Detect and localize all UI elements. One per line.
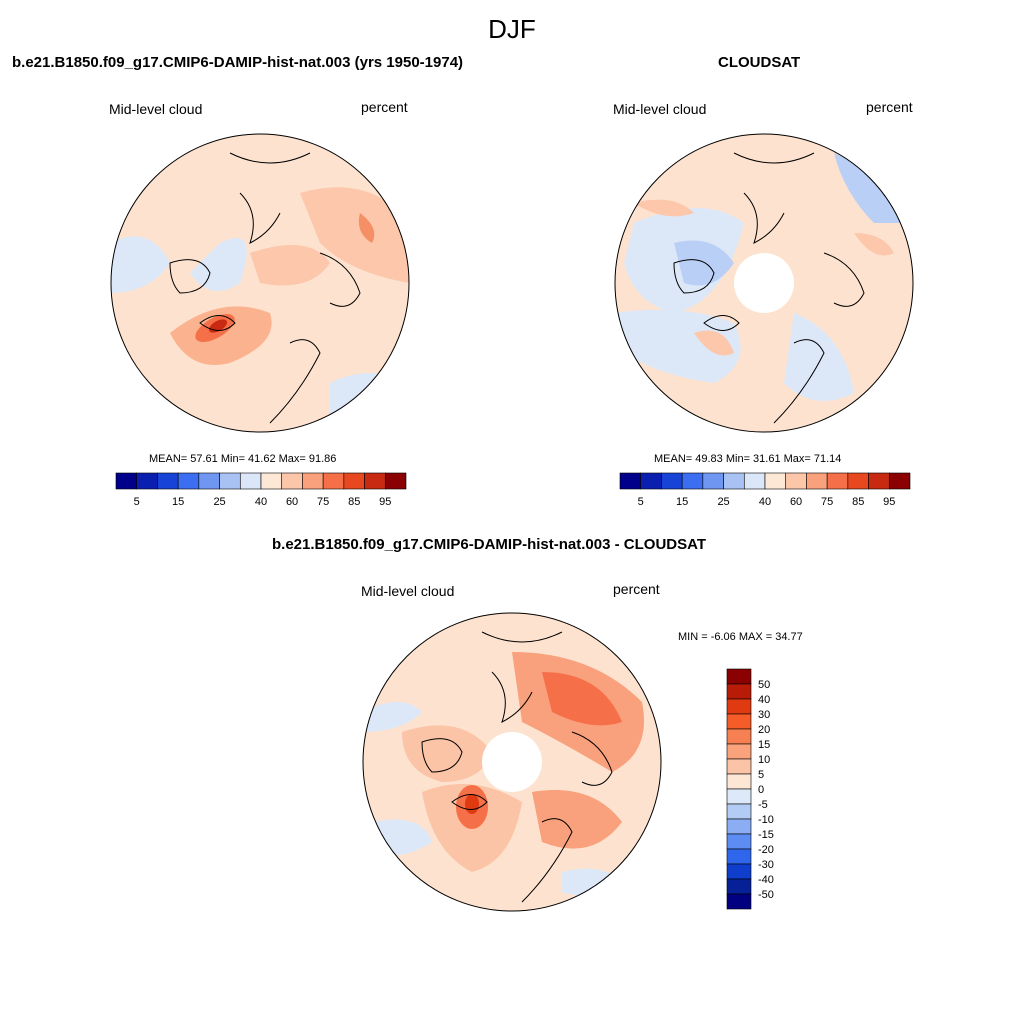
panel1-colorbar-box-13 — [384, 472, 407, 490]
panel2-colorbar-box-2 — [661, 472, 683, 490]
panel3-colorbar-tick-label: 50 — [758, 679, 770, 691]
panel3-colorbar-box-0 — [726, 668, 752, 685]
panel1-right-label: percent — [361, 99, 408, 115]
panel2-colorbar-box-12 — [868, 472, 890, 490]
panel2-colorbar-box-1 — [640, 472, 662, 490]
panel3-colorbar-box-12 — [726, 848, 752, 865]
panel3-colorbar-tick-label: -15 — [758, 829, 774, 841]
panel1-colorbar-box-9 — [302, 472, 324, 490]
panel3-right-label: percent — [613, 581, 660, 597]
panel2-colorbar-tick-label: 75 — [821, 496, 833, 508]
panel3-colorbar-tick-label: 10 — [758, 754, 770, 766]
panel1-colorbar-box-7 — [260, 472, 283, 490]
panel2-colorbar-box-0 — [619, 472, 642, 490]
panel2-colorbar-box-8 — [785, 472, 807, 490]
panel2-title: CLOUDSAT — [718, 54, 801, 71]
panel1-colorbar-tick-label: 15 — [172, 496, 184, 508]
panel3-colorbar-tick-label: -20 — [758, 844, 774, 856]
panel1-colorbar-box-0 — [115, 472, 138, 490]
panel2-colorbar-tick-label: 60 — [790, 496, 802, 508]
panel3-colorbar-box-14 — [726, 878, 752, 895]
panel2-stats: MEAN= 49.83 Min= 31.61 Max= 71.14 — [654, 453, 842, 465]
panel3-colorbar-box-9 — [726, 803, 752, 820]
panel3-colorbar-box-6 — [726, 758, 752, 775]
panel3-colorbar-tick-label: -30 — [758, 859, 774, 871]
panel3-colorbar-tick-label: 0 — [758, 784, 764, 796]
panel2-colorbar-box-9 — [806, 472, 828, 490]
panel1-colorbar-tick-label: 40 — [255, 496, 267, 508]
panel1-colorbar-tick-label: 85 — [348, 496, 360, 508]
panel3-colorbar-tick-label: -10 — [758, 814, 774, 826]
panel1-title: b.e21.B1850.f09_g17.CMIP6-DAMIP-hist-nat… — [12, 54, 464, 71]
panel2-colorbar-box-5 — [723, 472, 745, 490]
panel2-colorbar-box-6 — [743, 472, 766, 490]
panel3-colorbar-tick-label: 5 — [758, 769, 764, 781]
panel2-colorbar-box-7 — [764, 472, 787, 490]
panel1-colorbar-tick-label: 60 — [286, 496, 298, 508]
panel3-colorbar-box-10 — [726, 818, 752, 835]
panel3-colorbar-box-8 — [726, 788, 752, 805]
panel1-polar-map — [110, 133, 410, 433]
panel3-colorbar-box-2 — [726, 698, 752, 715]
panel1-colorbar: 5 15 25 40 60 75 85 95 — [115, 472, 407, 508]
panel3-colorbar-box-1 — [726, 683, 752, 700]
panel3-colorbar-box-7 — [726, 773, 752, 790]
panel2-colorbar-box-3 — [681, 472, 704, 490]
panel3-colorbar-tick-label: 20 — [758, 724, 770, 736]
panel3-stats: MIN = -6.06 MAX = 34.77 — [678, 631, 803, 643]
panel2-colorbar-tick-label: 85 — [852, 496, 864, 508]
panel1-colorbar-box-5 — [219, 472, 241, 490]
panel3-colorbar-tick-label: 30 — [758, 709, 770, 721]
panel1-colorbar-box-8 — [281, 472, 303, 490]
panel1-colorbar-tick-label: 75 — [317, 496, 329, 508]
panel1-colorbar-box-11 — [343, 472, 365, 490]
panel1-colorbar-box-1 — [136, 472, 158, 490]
panel2-colorbar-tick-label: 15 — [676, 496, 688, 508]
panel3-colorbar-tick-label: -40 — [758, 874, 774, 886]
panel3-polar-map — [362, 612, 662, 912]
panel3-colorbar-tick-label: -5 — [758, 799, 768, 811]
panel2-colorbar-tick-label: 40 — [759, 496, 771, 508]
panel3-colorbar-tick-label: 15 — [758, 739, 770, 751]
panel3-colorbar-tick-label: -50 — [758, 889, 774, 901]
panel2-colorbar-box-4 — [702, 472, 724, 490]
panel1-colorbar-box-10 — [322, 472, 345, 490]
panel3-title: b.e21.B1850.f09_g17.CMIP6-DAMIP-hist-nat… — [272, 536, 706, 553]
panel2-colorbar-tick-label: 95 — [883, 496, 895, 508]
panel1-colorbar-tick-label: 5 — [134, 496, 140, 508]
panel2-colorbar-tick-label: 5 — [638, 496, 644, 508]
panel1-colorbar-tick-label: 25 — [213, 496, 225, 508]
panel1-colorbar-box-2 — [157, 472, 179, 490]
panel2-right-label: percent — [866, 99, 913, 115]
panel2-colorbar: 5 15 25 40 60 75 85 95 — [619, 472, 911, 508]
panel3-colorbar-box-13 — [726, 863, 752, 880]
panel3-colorbar-tick-label: 40 — [758, 694, 770, 706]
panel3-colorbar-box-11 — [726, 833, 752, 850]
panel1-left-label: Mid-level cloud — [109, 101, 203, 117]
panel3-colorbar-box-3 — [726, 713, 752, 730]
season-title: DJF — [488, 14, 536, 44]
panel2-polar-map — [614, 133, 914, 433]
panel1-colorbar-box-3 — [177, 472, 200, 490]
panel2-colorbar-tick-label: 25 — [717, 496, 729, 508]
panel1-colorbar-tick-label: 95 — [379, 496, 391, 508]
panel1-colorbar-box-4 — [198, 472, 220, 490]
panel1-colorbar-box-12 — [364, 472, 386, 490]
panel3-left-label: Mid-level cloud — [361, 583, 455, 599]
panel2-left-label: Mid-level cloud — [613, 101, 707, 117]
panel2-colorbar-box-10 — [826, 472, 849, 490]
panel1-stats: MEAN= 57.61 Min= 41.62 Max= 91.86 — [149, 453, 337, 465]
panel3-colorbar-box-5 — [726, 743, 752, 760]
panel1-colorbar-box-6 — [239, 472, 262, 490]
panel2-colorbar-box-13 — [888, 472, 911, 490]
panel3-colorbar-box-15 — [726, 893, 752, 910]
panel3-colorbar-box-4 — [726, 728, 752, 745]
panel2-colorbar-box-11 — [847, 472, 869, 490]
